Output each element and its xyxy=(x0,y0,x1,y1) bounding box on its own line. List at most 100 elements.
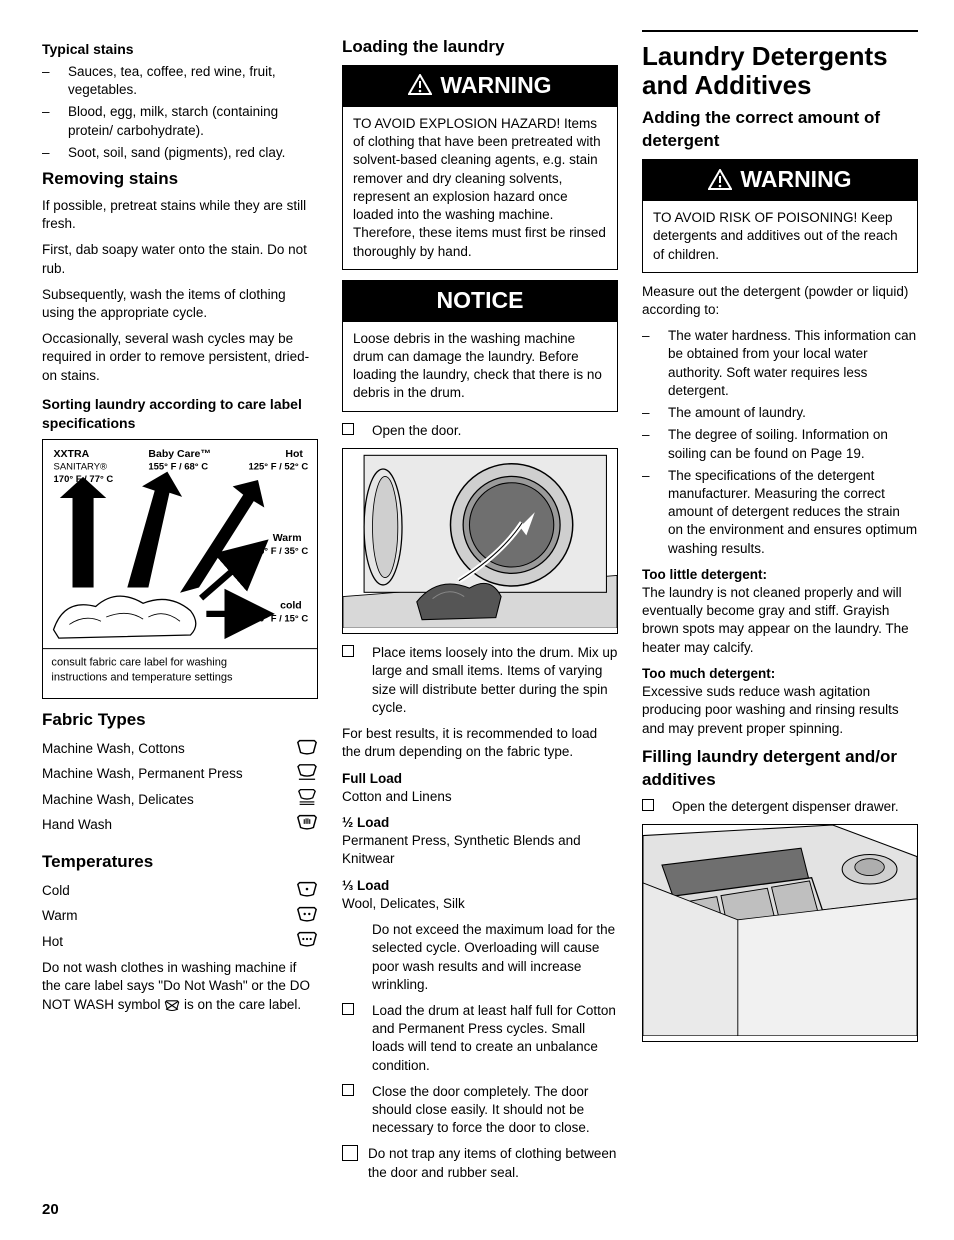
paragraph: First, dab soapy water onto the stain. D… xyxy=(42,241,318,277)
adding-detergent-heading: Adding the correct amount of detergent xyxy=(642,107,918,153)
too-much-text: Excessive suds reduce wash agitation pro… xyxy=(642,684,899,735)
svg-text:XXTRA: XXTRA xyxy=(54,448,90,460)
table-row: Machine Wash, Cottons xyxy=(42,740,290,758)
list-item: The water hardness. This information can… xyxy=(668,327,918,400)
list-item: Blood, egg, milk, starch (containing pro… xyxy=(68,103,318,139)
do-not-wash-icon xyxy=(164,999,180,1012)
note-box-icon xyxy=(342,1145,358,1161)
third-load-text: Wool, Delicates, Silk xyxy=(342,896,465,911)
warning-label: WARNING xyxy=(440,70,551,101)
page-number: 20 xyxy=(42,1200,918,1220)
trap-note: Do not trap any items of clothing betwee… xyxy=(368,1145,618,1181)
typical-stains-list: –Sauces, tea, coffee, red wine, fruit, v… xyxy=(42,63,318,162)
paragraph: Subsequently, wash the items of clothing… xyxy=(42,286,318,322)
fabric-types-table: Machine Wash, Cottons Machine Wash, Perm… xyxy=(42,738,318,837)
too-much-heading: Too much detergent: xyxy=(642,666,775,681)
temperatures-heading: Temperatures xyxy=(42,851,318,874)
notice-banner: NOTICE xyxy=(342,280,618,321)
column-1: Typical stains –Sauces, tea, coffee, red… xyxy=(42,30,318,1182)
typical-stains-heading: Typical stains xyxy=(42,40,318,59)
checkbox-icon xyxy=(642,798,672,816)
list-item: The specifications of the detergent manu… xyxy=(668,467,918,558)
checkbox-icon xyxy=(342,1083,372,1138)
wash-delicates-icon xyxy=(290,788,318,811)
measure-list: –The water hardness. This information ca… xyxy=(642,327,918,558)
table-row: Machine Wash, Delicates xyxy=(42,791,290,809)
step-load-half: Load the drum at least half full for Cot… xyxy=(372,1002,618,1075)
half-load-text: Permanent Press, Synthetic Blends and Kn… xyxy=(342,833,581,866)
notice-box: Loose debris in the washing machine drum… xyxy=(342,321,618,412)
svg-text:instructions and temperature s: instructions and temperature settings xyxy=(51,671,233,683)
dispenser-drawer-illustration xyxy=(642,824,918,1042)
table-row: Hand Wash xyxy=(42,816,290,834)
too-little-text: The laundry is not cleaned properly and … xyxy=(642,585,909,655)
wash-permpress-icon xyxy=(290,763,318,786)
hand-wash-icon xyxy=(290,813,318,836)
too-little-heading: Too little detergent: xyxy=(642,567,767,582)
checkbox-icon xyxy=(342,422,372,440)
do-not-wash-note: Do not wash clothes in washing machine i… xyxy=(42,959,318,1014)
overload-note: Do not exceed the maximum load for the s… xyxy=(342,921,618,994)
temp-warm-icon xyxy=(290,905,318,928)
warning-text: TO AVOID EXPLOSION HAZARD! Items of clot… xyxy=(353,116,606,259)
notice-label: NOTICE xyxy=(437,287,524,313)
full-load-heading: Full Load xyxy=(342,771,402,786)
step-close-door: Close the door completely. The door shou… xyxy=(372,1083,618,1138)
loading-laundry-heading: Loading the laundry xyxy=(342,36,618,59)
paragraph: If possible, pretreat stains while they … xyxy=(42,197,318,233)
step-place-items: Place items loosely into the drum. Mix u… xyxy=(372,644,618,717)
temperatures-table: Cold Warm Hot xyxy=(42,880,318,954)
removing-stains-heading: Removing stains xyxy=(42,168,318,191)
warning-label: WARNING xyxy=(740,164,851,195)
list-item: Soot, soil, sand (pigments), red clay. xyxy=(68,144,318,162)
svg-text:Baby Care™: Baby Care™ xyxy=(148,448,211,460)
step-open-door: Open the door. xyxy=(372,422,618,440)
warning-banner: WARNING xyxy=(342,65,618,106)
paragraph: Occasionally, several wash cycles may be… xyxy=(42,330,318,385)
svg-text:consult fabric care label for: consult fabric care label for washing xyxy=(51,656,227,668)
filling-heading: Filling laundry detergent and/or additiv… xyxy=(642,746,918,792)
third-load-heading: ⅓ Load xyxy=(342,878,389,893)
warning-text: TO AVOID RISK OF POISONING! Keep deterge… xyxy=(653,210,898,261)
warning-triangle-icon xyxy=(708,169,732,191)
warning-triangle-icon xyxy=(408,74,432,96)
svg-text:95° F / 35° C: 95° F / 35° C xyxy=(254,545,309,556)
measure-intro: Measure out the detergent (powder or liq… xyxy=(642,283,918,319)
section-rule xyxy=(642,30,918,32)
checkbox-icon xyxy=(342,644,372,717)
table-row: Hot xyxy=(42,933,290,951)
list-item: Sauces, tea, coffee, red wine, fruit, ve… xyxy=(68,63,318,99)
checkbox-icon xyxy=(342,1002,372,1075)
list-item: The amount of laundry. xyxy=(668,404,918,422)
svg-text:125° F / 52° C: 125° F / 52° C xyxy=(248,461,308,472)
svg-text:155° F / 68° C: 155° F / 68° C xyxy=(148,461,208,472)
notice-text: Loose debris in the washing machine drum… xyxy=(353,331,602,401)
care-label-diagram: XXTRA SANITARY® 170° F / 77° C Baby Care… xyxy=(42,439,318,699)
sorting-heading: Sorting laundry according to care label … xyxy=(42,395,318,433)
svg-text:Hot: Hot xyxy=(285,448,303,460)
step-open-drawer: Open the detergent dispenser drawer. xyxy=(672,798,918,816)
table-row: Cold xyxy=(42,882,290,900)
temp-cold-icon xyxy=(290,880,318,903)
svg-text:60° F / 15° C: 60° F / 15° C xyxy=(254,613,309,624)
best-results-text: For best results, it is recommended to l… xyxy=(342,725,618,761)
drum-loading-illustration xyxy=(342,448,618,634)
warning-box: TO AVOID EXPLOSION HAZARD! Items of clot… xyxy=(342,106,618,270)
wash-cottons-icon xyxy=(290,738,318,761)
svg-text:cold: cold xyxy=(280,599,302,611)
warning-banner: WARNING xyxy=(642,159,918,200)
warning-box: TO AVOID RISK OF POISONING! Keep deterge… xyxy=(642,200,918,273)
fabric-types-heading: Fabric Types xyxy=(42,709,318,732)
full-load-text: Cotton and Linens xyxy=(342,789,452,804)
list-item: The degree of soiling. Information on so… xyxy=(668,426,918,462)
column-2: Loading the laundry WARNING TO AVOID EXP… xyxy=(342,30,618,1182)
svg-text:SANITARY®: SANITARY® xyxy=(54,461,107,472)
table-row: Machine Wash, Permanent Press xyxy=(42,765,290,783)
svg-text:Warm: Warm xyxy=(273,532,302,544)
column-3: Laundry Detergents and Additives Adding … xyxy=(642,30,918,1182)
trap-note-row: Do not trap any items of clothing betwee… xyxy=(342,1145,618,1181)
temp-hot-icon xyxy=(290,930,318,953)
detergents-heading: Laundry Detergents and Additives xyxy=(642,42,918,99)
half-load-heading: ½ Load xyxy=(342,815,389,830)
table-row: Warm xyxy=(42,907,290,925)
